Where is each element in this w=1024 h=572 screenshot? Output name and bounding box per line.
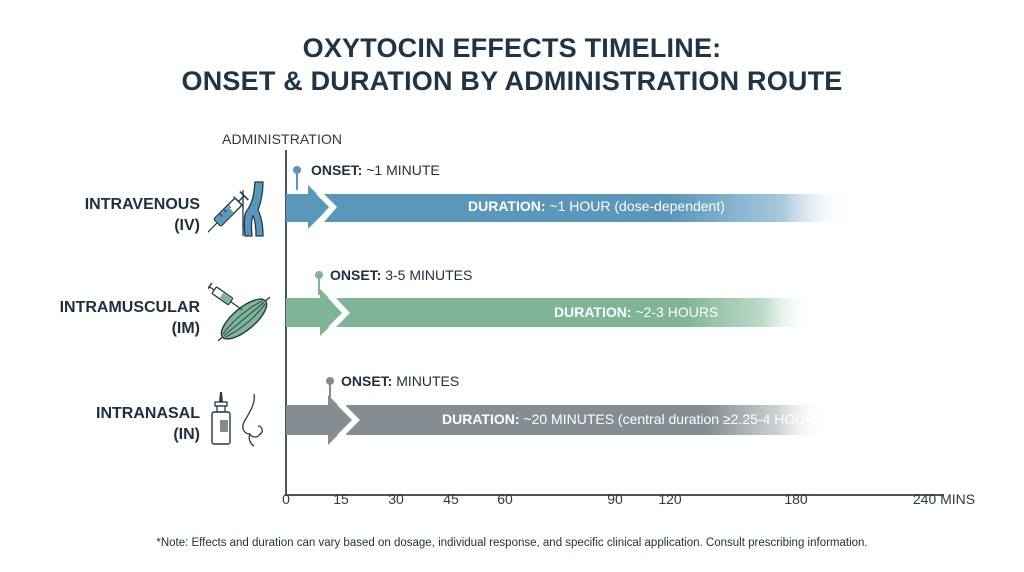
x-tick-label: 90 bbox=[607, 491, 623, 507]
x-axis-line bbox=[285, 494, 944, 496]
y-axis-line bbox=[285, 150, 287, 495]
syringe-vein-icon bbox=[208, 181, 264, 237]
nasal-spray-nose-icon bbox=[211, 392, 263, 447]
duration-bar-iv bbox=[286, 185, 944, 229]
duration-key: DURATION: bbox=[554, 304, 632, 320]
duration-bar-im bbox=[286, 289, 946, 336]
onset-label-in: ONSET: MINUTES bbox=[341, 373, 459, 389]
duration-bar-in bbox=[286, 395, 946, 445]
onset-marker-dot bbox=[293, 166, 301, 174]
chart-title-line-1: OXYTOCIN EFFECTS TIMELINE: bbox=[302, 33, 722, 63]
route-abbr: (IV) bbox=[174, 217, 200, 234]
onset-marker-dot bbox=[315, 271, 323, 279]
route-abbr: (IN) bbox=[173, 426, 200, 443]
duration-value: ~20 MINUTES (central duration ≥2.25-4 HO… bbox=[519, 411, 830, 427]
onset-value: ~1 MINUTE bbox=[362, 162, 440, 178]
duration-label-im: DURATION: ~2-3 HOURS bbox=[554, 304, 718, 320]
onset-marker-dot bbox=[326, 377, 334, 385]
route-abbr: (IM) bbox=[171, 320, 200, 337]
x-tick-label: 15 bbox=[333, 491, 349, 507]
onset-key: ONSET: bbox=[330, 267, 382, 283]
route-name: INTRAVENOUS bbox=[84, 196, 200, 213]
y-axis-header: ADMINISTRATION bbox=[222, 131, 343, 147]
x-tick-label: 180 bbox=[784, 491, 808, 507]
chart-title-line-2: ONSET & DURATION BY ADMINISTRATION ROUTE bbox=[181, 66, 843, 96]
x-tick-label: 30 bbox=[388, 491, 404, 507]
duration-value: ~1 HOUR (dose-dependent) bbox=[545, 198, 725, 214]
route-label-intramuscular: INTRAMUSCULAR (IM) bbox=[60, 297, 200, 339]
x-tick-label: 0 bbox=[282, 491, 290, 507]
duration-key: DURATION: bbox=[468, 198, 546, 214]
syringe-muscle-icon bbox=[208, 283, 271, 342]
onset-label-iv: ONSET: ~1 MINUTE bbox=[311, 162, 440, 178]
route-name: INTRAMUSCULAR bbox=[59, 299, 200, 316]
onset-value: 3-5 MINUTES bbox=[381, 267, 473, 283]
onset-marker-stem bbox=[318, 279, 320, 295]
duration-key: DURATION: bbox=[442, 411, 520, 427]
footnote: *Note: Effects and duration can vary bas… bbox=[156, 537, 868, 549]
duration-label-in: DURATION: ~20 MINUTES (central duration … bbox=[442, 411, 829, 427]
duration-value: ~2-3 HOURS bbox=[631, 304, 719, 320]
x-tick-label: 45 bbox=[443, 491, 459, 507]
route-name: INTRANASAL bbox=[96, 405, 200, 422]
onset-label-im: ONSET: 3-5 MINUTES bbox=[330, 267, 472, 283]
route-label-intranasal: INTRANASAL (IN) bbox=[96, 403, 200, 445]
x-tick-label: 120 bbox=[658, 491, 682, 507]
onset-value: MINUTES bbox=[392, 373, 460, 389]
x-tick-label: 240 MINS bbox=[912, 491, 976, 507]
x-tick-label: 60 bbox=[497, 491, 513, 507]
onset-marker-stem bbox=[296, 172, 298, 190]
duration-label-iv: DURATION: ~1 HOUR (dose-dependent) bbox=[468, 198, 725, 214]
onset-key: ONSET: bbox=[341, 373, 393, 389]
route-label-intravenous: INTRAVENOUS (IV) bbox=[85, 194, 200, 236]
onset-key: ONSET: bbox=[311, 162, 363, 178]
onset-marker-stem bbox=[329, 385, 331, 403]
